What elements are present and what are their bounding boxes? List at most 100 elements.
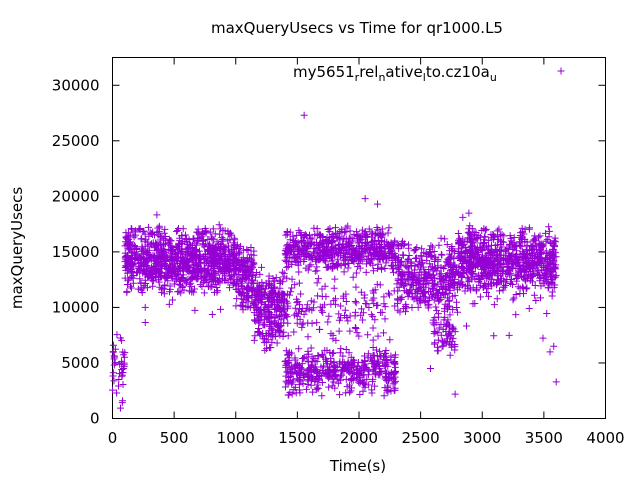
data-point <box>300 255 308 263</box>
data-point <box>153 255 161 263</box>
data-point <box>373 280 381 288</box>
data-point <box>430 321 438 329</box>
data-point <box>459 242 467 250</box>
data-point <box>477 258 485 266</box>
data-point <box>179 225 187 233</box>
y-tick-label: 20000 <box>52 187 100 205</box>
data-point <box>526 267 534 275</box>
data-point <box>348 234 356 242</box>
data-point <box>275 313 283 321</box>
data-point <box>138 235 146 243</box>
data-point <box>191 306 199 314</box>
data-point <box>144 262 152 270</box>
data-point <box>528 256 536 264</box>
data-point <box>270 285 278 293</box>
data-point <box>412 277 420 285</box>
data-point <box>315 325 323 333</box>
y-axis-title: maxQueryUsecs <box>8 187 26 310</box>
data-point <box>269 275 277 283</box>
data-point <box>129 231 137 239</box>
data-point <box>510 234 518 242</box>
data-point <box>128 255 136 263</box>
x-tick-label: 2500 <box>402 429 440 447</box>
data-point <box>320 239 328 247</box>
data-point <box>382 347 390 355</box>
data-point <box>282 372 290 380</box>
data-point <box>239 306 247 314</box>
data-point <box>121 242 129 250</box>
data-point <box>519 248 527 256</box>
data-point <box>289 378 297 386</box>
data-point <box>465 228 473 236</box>
data-point <box>251 332 259 340</box>
data-point <box>295 381 303 389</box>
data-point <box>513 274 521 282</box>
data-point <box>238 295 246 303</box>
data-point <box>143 248 151 256</box>
data-point <box>470 239 478 247</box>
data-point <box>391 359 399 367</box>
data-point <box>126 263 134 271</box>
legend-marker <box>557 67 565 75</box>
data-point <box>512 271 520 279</box>
data-point <box>428 253 436 261</box>
data-point <box>144 223 152 231</box>
data-point <box>162 274 170 282</box>
data-point <box>248 272 256 280</box>
data-point <box>173 275 181 283</box>
data-point <box>381 315 389 323</box>
data-point <box>308 376 316 384</box>
data-point <box>339 294 347 302</box>
data-point <box>427 242 435 250</box>
data-point <box>311 248 319 256</box>
data-point <box>315 256 323 264</box>
data-point <box>250 247 258 255</box>
data-point <box>239 275 247 283</box>
data-point <box>447 280 455 288</box>
data-point <box>260 306 268 314</box>
data-point <box>294 243 302 251</box>
data-point <box>545 223 553 231</box>
x-tick-label: 2000 <box>340 429 378 447</box>
data-point <box>283 351 291 359</box>
legend: my5651rrelnativelto.cz10au <box>293 63 565 84</box>
data-point <box>456 235 464 243</box>
data-point <box>498 230 506 238</box>
x-tick-label: 1000 <box>217 429 255 447</box>
data-point <box>372 346 380 354</box>
data-point <box>376 281 384 289</box>
data-point <box>506 279 514 287</box>
data-point <box>174 249 182 257</box>
data-point <box>291 365 299 373</box>
data-point <box>384 229 392 237</box>
data-point <box>308 254 316 262</box>
data-point <box>416 283 424 291</box>
data-point <box>538 272 546 280</box>
data-point <box>336 391 344 399</box>
data-point <box>304 333 312 341</box>
data-point <box>502 247 510 255</box>
data-point <box>238 302 246 310</box>
data-point <box>291 354 299 362</box>
data-point <box>527 246 535 254</box>
data-point <box>362 268 370 276</box>
data-point <box>480 236 488 244</box>
data-point <box>297 290 305 298</box>
data-point <box>315 376 323 384</box>
data-point <box>158 233 166 241</box>
data-point <box>402 287 410 295</box>
data-point <box>520 272 528 280</box>
data-point <box>281 383 289 391</box>
data-point <box>200 264 208 272</box>
data-point <box>545 263 553 271</box>
data-point <box>377 352 385 360</box>
data-point <box>171 257 179 265</box>
data-point <box>419 292 427 300</box>
data-point <box>411 246 419 254</box>
data-point <box>451 292 459 300</box>
data-point <box>387 261 395 269</box>
data-point <box>384 289 392 297</box>
data-point <box>160 236 168 244</box>
data-point <box>141 257 149 265</box>
data-point <box>353 368 361 376</box>
